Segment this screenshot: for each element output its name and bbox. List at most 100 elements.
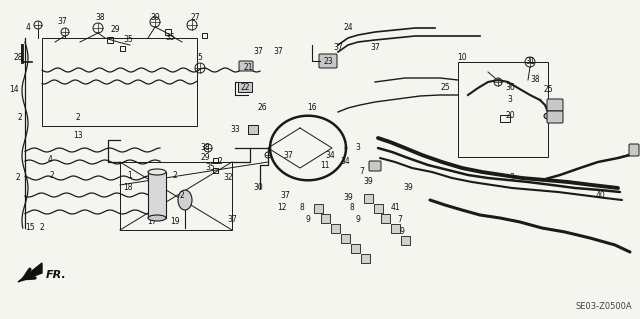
Text: 4: 4 [47, 155, 52, 165]
Text: 27: 27 [190, 13, 200, 23]
Text: 24: 24 [343, 24, 353, 33]
Text: 9: 9 [356, 216, 360, 225]
Text: 8: 8 [349, 204, 355, 212]
Text: 2: 2 [173, 170, 177, 180]
Text: 5: 5 [198, 54, 202, 63]
Text: 36: 36 [505, 84, 515, 93]
Text: 4: 4 [26, 24, 31, 33]
Text: 38: 38 [530, 76, 540, 85]
Text: 28: 28 [13, 54, 23, 63]
Bar [165, 29, 171, 35]
Bar [361, 254, 370, 263]
FancyBboxPatch shape [319, 54, 337, 68]
Bar [248, 125, 258, 134]
Text: 39: 39 [343, 194, 353, 203]
Text: 3: 3 [356, 144, 360, 152]
Text: 39: 39 [403, 183, 413, 192]
Bar [458, 62, 548, 157]
Text: 29: 29 [110, 26, 120, 34]
Text: 41: 41 [390, 204, 400, 212]
Text: 9: 9 [399, 227, 404, 236]
Polygon shape [18, 263, 42, 282]
Ellipse shape [148, 169, 166, 175]
Text: 2: 2 [76, 114, 81, 122]
Bar [212, 167, 218, 173]
Text: 31: 31 [525, 57, 535, 66]
Text: 25: 25 [440, 84, 450, 93]
Text: 14: 14 [9, 85, 19, 94]
Text: 37: 37 [57, 18, 67, 26]
Text: 37: 37 [280, 190, 290, 199]
Text: 29: 29 [200, 153, 210, 162]
Text: 37: 37 [253, 48, 263, 56]
Text: 33: 33 [230, 125, 240, 135]
Text: 2: 2 [40, 224, 44, 233]
FancyBboxPatch shape [547, 111, 563, 123]
Text: 2: 2 [180, 190, 184, 199]
Text: 20: 20 [505, 110, 515, 120]
Bar [42, 38, 197, 126]
Text: 30: 30 [253, 183, 263, 192]
Bar [148, 172, 166, 218]
Bar [331, 224, 340, 233]
Text: 38: 38 [95, 13, 105, 23]
Text: 13: 13 [73, 130, 83, 139]
Text: 35: 35 [165, 33, 175, 42]
Text: 22: 22 [240, 84, 250, 93]
Text: 21: 21 [243, 63, 253, 72]
Text: 34: 34 [340, 158, 350, 167]
Text: 35: 35 [205, 164, 215, 173]
Bar [202, 33, 207, 38]
Text: 2: 2 [218, 158, 222, 167]
Bar [341, 234, 350, 243]
Text: 26: 26 [257, 103, 267, 113]
FancyBboxPatch shape [547, 99, 563, 111]
Ellipse shape [148, 215, 166, 221]
Text: FR.: FR. [46, 270, 67, 280]
Text: 8: 8 [300, 204, 305, 212]
Text: 3: 3 [509, 174, 515, 182]
Bar [401, 236, 410, 245]
Bar [212, 158, 218, 162]
Bar [321, 214, 330, 223]
Text: 40: 40 [595, 190, 605, 199]
Bar [364, 194, 373, 203]
Text: 2: 2 [18, 114, 22, 122]
Bar [314, 204, 323, 213]
FancyBboxPatch shape [629, 144, 639, 156]
Text: 32: 32 [223, 174, 233, 182]
FancyBboxPatch shape [239, 61, 253, 71]
FancyBboxPatch shape [369, 161, 381, 171]
Text: 34: 34 [325, 151, 335, 160]
Ellipse shape [178, 190, 192, 210]
Text: 16: 16 [307, 103, 317, 113]
Text: 2: 2 [50, 170, 54, 180]
Bar [500, 115, 510, 122]
Text: SE03-Z0500A: SE03-Z0500A [575, 302, 632, 311]
Text: 37: 37 [227, 216, 237, 225]
Text: 37: 37 [370, 43, 380, 53]
Text: 9: 9 [305, 216, 310, 225]
Text: 19: 19 [170, 218, 180, 226]
Bar [381, 214, 390, 223]
Text: 12: 12 [277, 204, 287, 212]
Bar [238, 82, 252, 92]
Bar [351, 244, 360, 253]
Text: 25: 25 [543, 85, 553, 94]
Ellipse shape [544, 113, 552, 119]
Text: 2: 2 [15, 174, 20, 182]
Text: 1: 1 [127, 170, 132, 180]
Text: 38: 38 [200, 144, 210, 152]
Bar [107, 37, 113, 43]
Text: 37: 37 [273, 48, 283, 56]
Text: 37: 37 [283, 151, 293, 160]
Text: 10: 10 [457, 54, 467, 63]
Bar [120, 46, 125, 50]
Text: 37: 37 [333, 43, 343, 53]
Text: 18: 18 [124, 183, 132, 192]
Text: 39: 39 [363, 177, 373, 187]
Text: 23: 23 [323, 57, 333, 66]
Text: 3: 3 [508, 95, 513, 105]
Bar [391, 224, 400, 233]
Text: 39: 39 [150, 13, 160, 23]
